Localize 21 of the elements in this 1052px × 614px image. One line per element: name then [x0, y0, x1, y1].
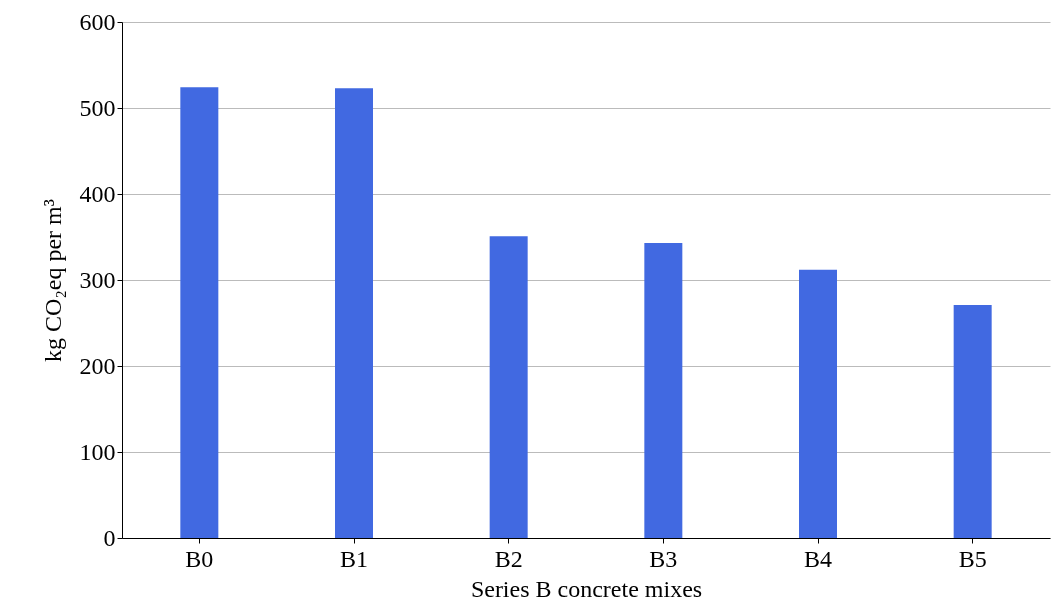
y-tick-label: 500: [79, 94, 116, 121]
x-tick-label: B5: [958, 545, 987, 572]
y-tick-label: 600: [79, 8, 116, 35]
x-tick-label: B4: [803, 545, 833, 572]
x-axis-title: Series B concrete mixes: [470, 575, 703, 602]
y-tick-label: 0: [103, 524, 116, 551]
x-tick-label: B2: [494, 545, 523, 572]
x-tick-label: B3: [649, 545, 678, 572]
bar: [953, 304, 992, 538]
y-tick-label: 100: [79, 438, 116, 465]
bar: [799, 269, 837, 538]
y-tick-label: 400: [79, 180, 116, 207]
bar: [644, 243, 683, 538]
y-tick-label: 200: [79, 352, 116, 379]
bar: [180, 87, 219, 538]
bar: [489, 236, 528, 538]
bar: [335, 88, 373, 538]
x-tick-label: B0: [185, 545, 214, 572]
x-tick-label: B1: [339, 545, 369, 572]
y-tick-label: 300: [79, 266, 116, 293]
y-axis-title: kg CO₂eq per m³: [39, 199, 66, 362]
